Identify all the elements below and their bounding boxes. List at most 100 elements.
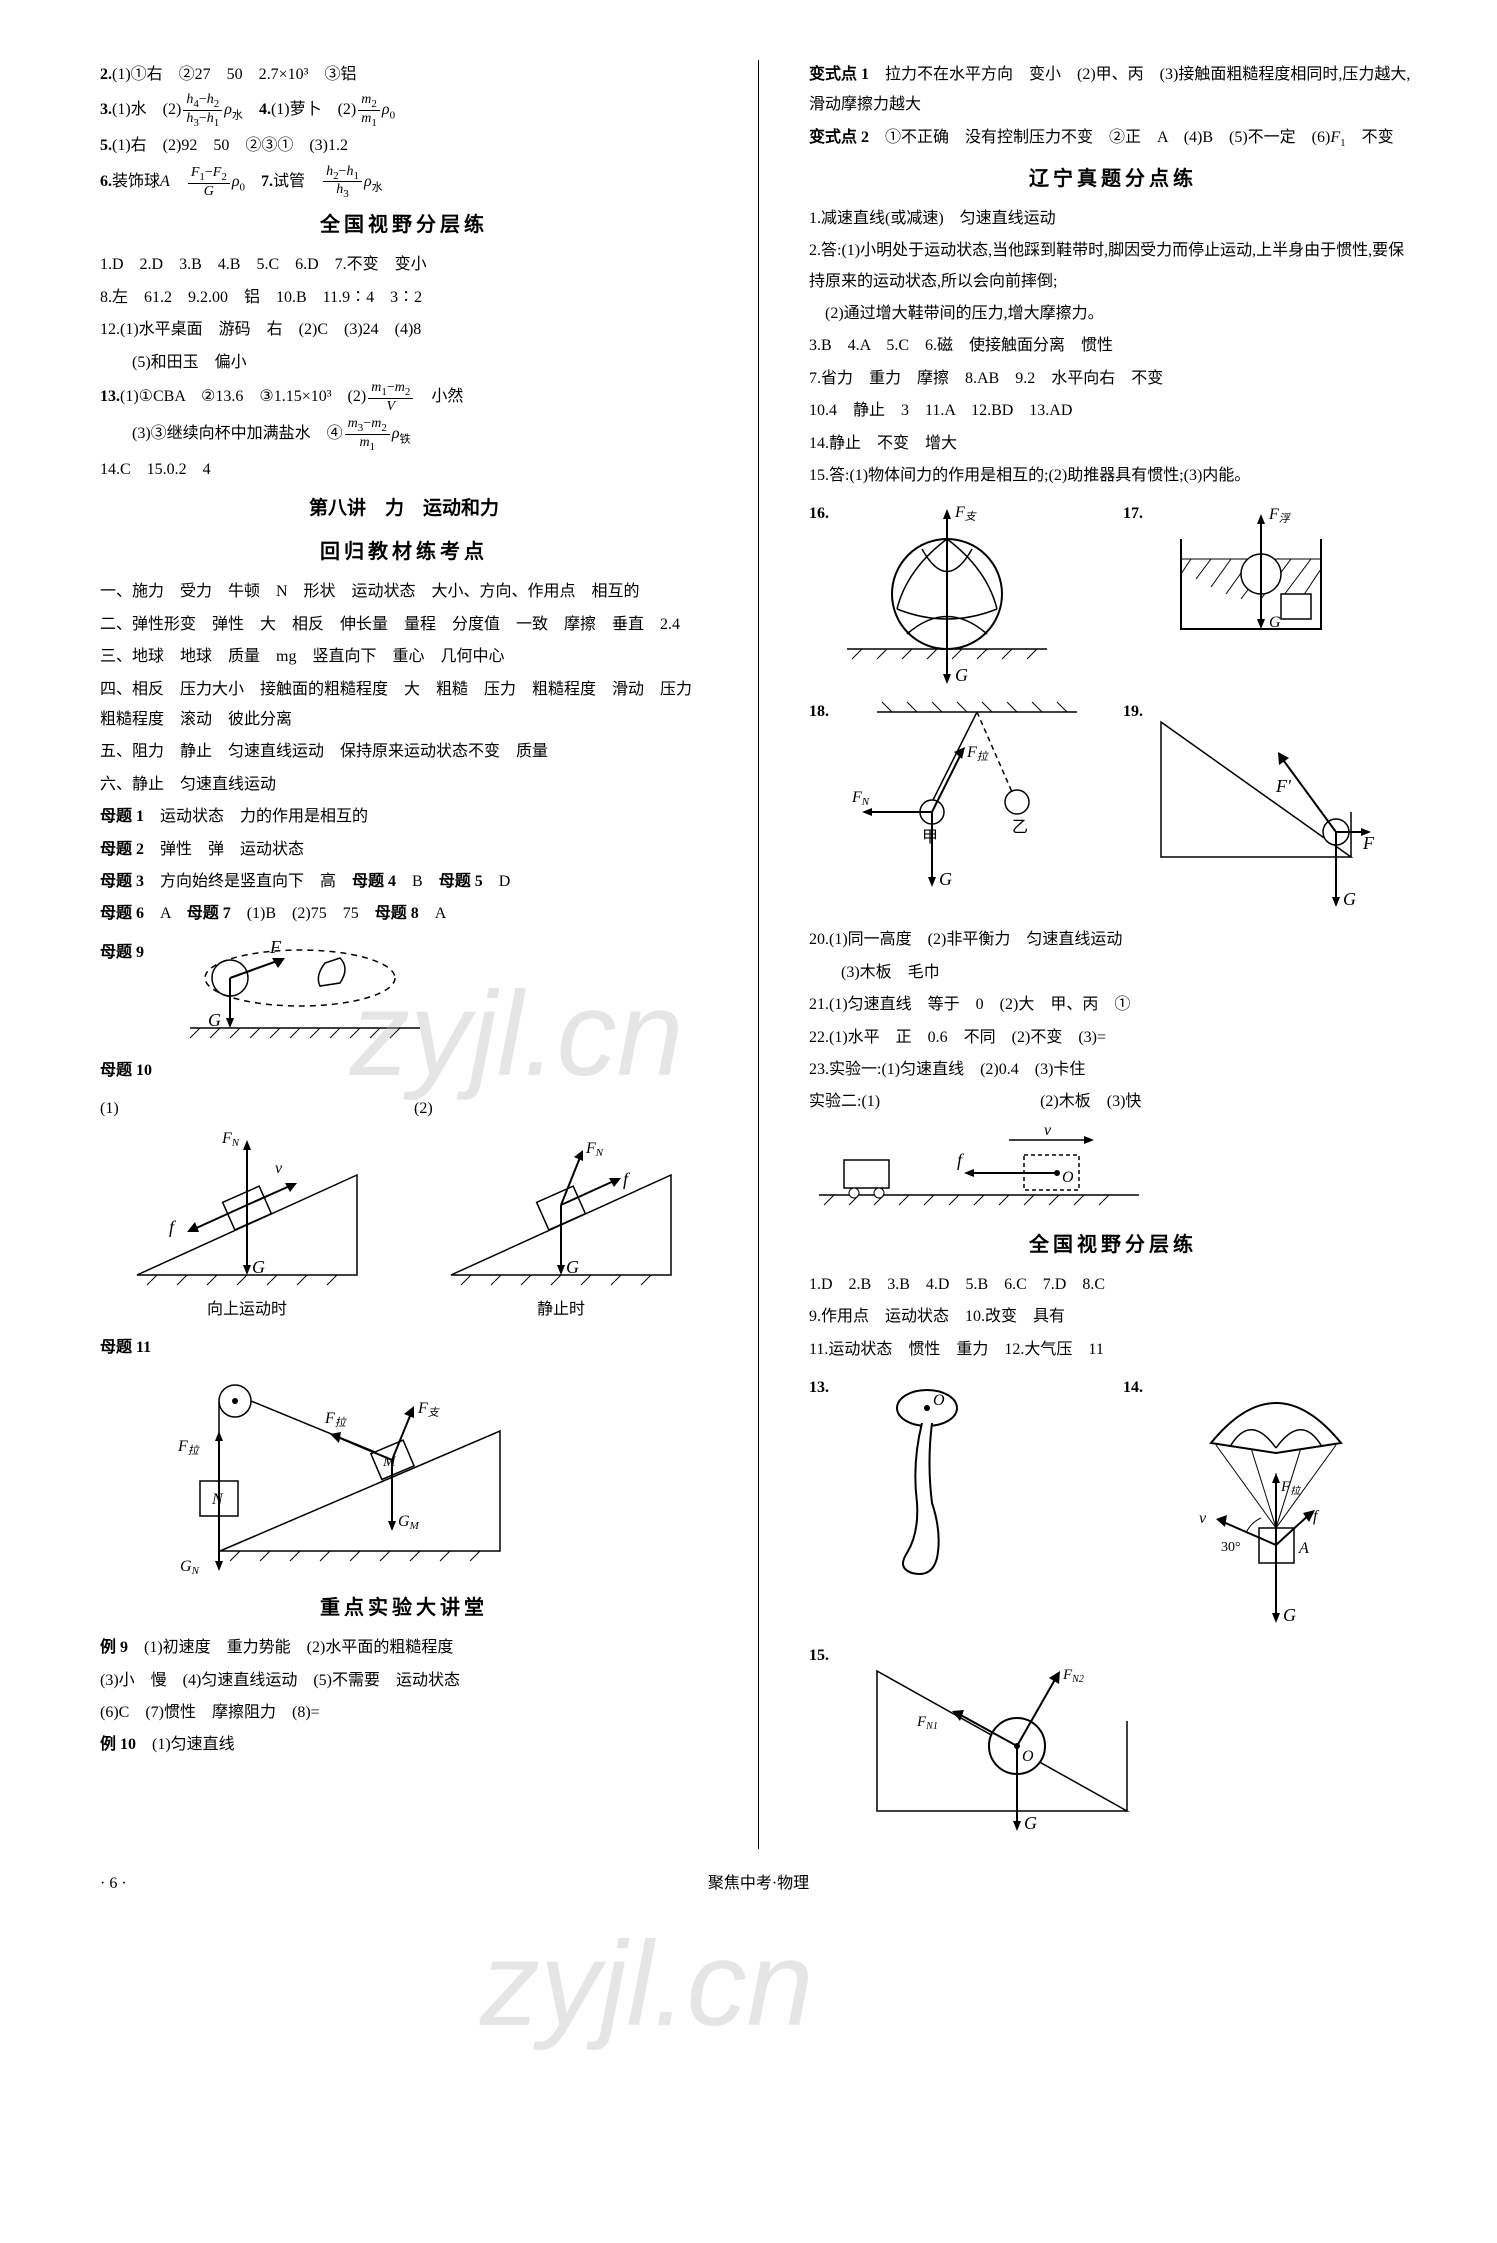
diagram-muti10: (1) FN v G f 向上运动时 (2) FN — [100, 1094, 708, 1325]
diagram-row-15: 15. O FN1 FN2 G — [809, 1641, 1417, 1841]
answer-line: 21.(1)匀速直线 等于 0 (2)大 甲、丙 ① — [809, 990, 1417, 1020]
label-muti10: 母题 10 — [100, 1056, 708, 1086]
sucker-hook-diagram: O — [837, 1373, 1017, 1593]
answer-line: 15.答:(1)物体间力的作用是相互的;(2)助推器具有惯性;(3)内能。 — [809, 461, 1417, 491]
answer-line: 3.(1)水 (2)h4−h2h3−h1ρ水 4.(1)萝卜 (2)m2m1ρ0 — [100, 92, 708, 129]
incline-ball-diagram: F' F G — [1151, 697, 1381, 917]
svg-text:GM: GM — [398, 1513, 420, 1532]
svg-text:FN: FN — [221, 1130, 240, 1149]
answer-line: 3.B 4.A 5.C 6.磁 使接触面分离 惯性 — [809, 331, 1417, 361]
page-layout: 2.(1)①右 ②27 50 2.7×10³ ③铝 3.(1)水 (2)h4−h… — [100, 60, 1417, 1849]
svg-text:F支: F支 — [954, 504, 978, 523]
diagram-muti11: N F拉 GN M F拉 F支 GM — [100, 1371, 708, 1581]
parachute-diagram: A F拉 f v 30° G — [1151, 1373, 1401, 1633]
svg-text:FN1: FN1 — [916, 1714, 938, 1732]
answer-line: 2.答:(1)小明处于运动状态,当他踩到鞋带时,脚因受力而停止运动,上半身由于惯… — [809, 236, 1417, 297]
svg-text:v: v — [275, 1160, 283, 1177]
answer-line: 23.实验一:(1)匀速直线 (2)0.4 (3)卡住 — [809, 1055, 1417, 1085]
lesson-title: 第八讲 力 运动和力 — [100, 491, 708, 527]
answer-line: 14.静止 不变 增大 — [809, 429, 1417, 459]
answer-line: 7.省力 重力 摩擦 8.AB 9.2 水平向右 不变 — [809, 364, 1417, 394]
section-title: 重点实验大讲堂 — [100, 1589, 708, 1627]
svg-text:F拉: F拉 — [324, 1410, 348, 1429]
svg-text:O: O — [1022, 1748, 1034, 1765]
answer-line: 三、地球 地球 质量 mg 竖直向下 重心 几何中心 — [100, 642, 708, 672]
incline-diagram-up: FN v G f — [117, 1125, 377, 1295]
svg-text:F支: F支 — [417, 1400, 441, 1419]
diagram-row-16-17: 16. F支 G 17. — [809, 499, 1417, 689]
svg-text:G: G — [1283, 1605, 1296, 1625]
answer-line: 例 10 (1)匀速直线 — [100, 1730, 708, 1760]
answer-line: 母题 2 弹性 弹 运动状态 — [100, 835, 708, 865]
answer-line: 5.(1)右 (2)92 50 ②③① (3)1.2 — [100, 131, 708, 161]
svg-text:F浮: F浮 — [1268, 506, 1292, 525]
answer-line: 6.装饰球A F1−F2Gρ0 7.试管 h2−h1h3ρ水 — [100, 164, 708, 201]
svg-text:F: F — [1362, 833, 1375, 853]
answer-line: 13.(1)①CBA ②13.6 ③1.15×10³ (2)m1−m2V 小然 — [100, 380, 708, 414]
svg-text:F拉: F拉 — [966, 744, 990, 763]
answer-line: 六、静止 匀速直线运动 — [100, 770, 708, 800]
svg-text:N: N — [211, 1491, 224, 1508]
svg-text:FN: FN — [585, 1140, 604, 1159]
svg-text:f: f — [957, 1150, 965, 1170]
svg-text:G: G — [939, 869, 952, 889]
svg-text:f: f — [1313, 1508, 1320, 1525]
svg-text:G: G — [566, 1257, 579, 1277]
friction-cart-diagram: O f v — [809, 1120, 1149, 1220]
svg-text:O: O — [933, 1392, 945, 1409]
answer-line: 1.减速直线(或减速) 匀速直线运动 — [809, 204, 1417, 234]
section-title: 全国视野分层练 — [100, 206, 708, 244]
svg-text:甲: 甲 — [922, 829, 938, 846]
answer-line: (3)木板 毛巾 — [809, 958, 1417, 988]
answer-line: 22.(1)水平 正 0.6 不同 (2)不变 (3)= — [809, 1023, 1417, 1053]
ball-incline-wall-diagram: O FN1 FN2 G — [857, 1641, 1167, 1841]
page-footer: · 6 · 聚焦中考·物理 — [100, 1869, 1417, 1899]
svg-text:30°: 30° — [1221, 1540, 1241, 1555]
svg-text:FN2: FN2 — [1062, 1667, 1084, 1685]
answer-line: 母题 3 方向始终是竖直向下 高 母题 4 B 母题 5 D — [100, 867, 708, 897]
diagram-muti9: 母题 9 G F — [100, 938, 708, 1048]
answer-line: 2.(1)①右 ②27 50 2.7×10³ ③铝 — [100, 60, 708, 90]
svg-text:G: G — [1269, 614, 1281, 631]
answer-line: 1.D 2.B 3.B 4.D 5.B 6.C 7.D 8.C — [809, 1270, 1417, 1300]
svg-text:f: f — [623, 1169, 631, 1189]
svg-text:F: F — [269, 938, 282, 957]
answer-line: (5)和田玉 偏小 — [100, 348, 708, 378]
answer-line: 变式点 1 拉力不在水平方向 变小 (2)甲、丙 (3)接触面粗糙程度相同时,压… — [809, 60, 1417, 121]
volleyball-diagram: F支 G — [837, 499, 1057, 689]
column-divider — [758, 60, 759, 1849]
answer-line: 12.(1)水平桌面 游码 右 (2)C (3)24 (4)8 — [100, 315, 708, 345]
svg-text:GN: GN — [180, 1558, 200, 1577]
svg-text:F': F' — [1275, 776, 1292, 796]
answer-line: 母题 6 A 母题 7 (1)B (2)75 75 母题 8 A — [100, 899, 708, 929]
answer-line: 例 9 (1)初速度 重力势能 (2)水平面的粗糙程度 — [100, 1633, 708, 1663]
float-diagram: F浮 G — [1151, 499, 1351, 669]
section-title: 回归教材练考点 — [100, 533, 708, 571]
svg-text:f: f — [169, 1217, 177, 1237]
svg-text:v: v — [1199, 1510, 1207, 1527]
answer-line: 10.4 静止 3 11.A 12.BD 13.AD — [809, 396, 1417, 426]
answer-line: 实验二:(1) (2)木板 (3)快 — [809, 1087, 1141, 1117]
section-title: 辽宁真题分点练 — [809, 160, 1417, 198]
answer-line: 1.D 2.D 3.B 4.B 5.C 6.D 7.不变 变小 — [100, 250, 708, 280]
answer-line: 五、阻力 静止 匀速直线运动 保持原来运动状态不变 质量 — [100, 737, 708, 767]
svg-text:G: G — [955, 665, 968, 685]
answer-line: (6)C (7)惯性 摩擦阻力 (8)= — [100, 1698, 708, 1728]
svg-text:G: G — [208, 1010, 221, 1030]
svg-text:FN: FN — [851, 789, 870, 808]
svg-text:A: A — [1298, 1540, 1309, 1557]
svg-text:乙: 乙 — [1012, 819, 1028, 836]
diagram-hand-ball: G F — [170, 938, 430, 1048]
svg-text:O: O — [1062, 1169, 1074, 1186]
ceiling-balls-diagram: 甲 乙 FN F拉 G — [837, 697, 1097, 897]
answer-line: 9.作用点 运动状态 10.改变 具有 — [809, 1302, 1417, 1332]
svg-text:F拉: F拉 — [177, 1438, 201, 1457]
svg-text:G: G — [252, 1257, 265, 1277]
page-number: · 6 · — [100, 1869, 127, 1899]
footer-title: 聚焦中考·物理 — [708, 1875, 809, 1892]
svg-text:G: G — [1024, 1813, 1037, 1833]
incline-diagram-static: FN G f — [431, 1125, 691, 1295]
answer-line: 11.运动状态 惯性 重力 12.大气压 11 — [809, 1335, 1417, 1365]
svg-text:F拉: F拉 — [1280, 1479, 1302, 1497]
answer-line: 20.(1)同一高度 (2)非平衡力 匀速直线运动 — [809, 925, 1417, 955]
